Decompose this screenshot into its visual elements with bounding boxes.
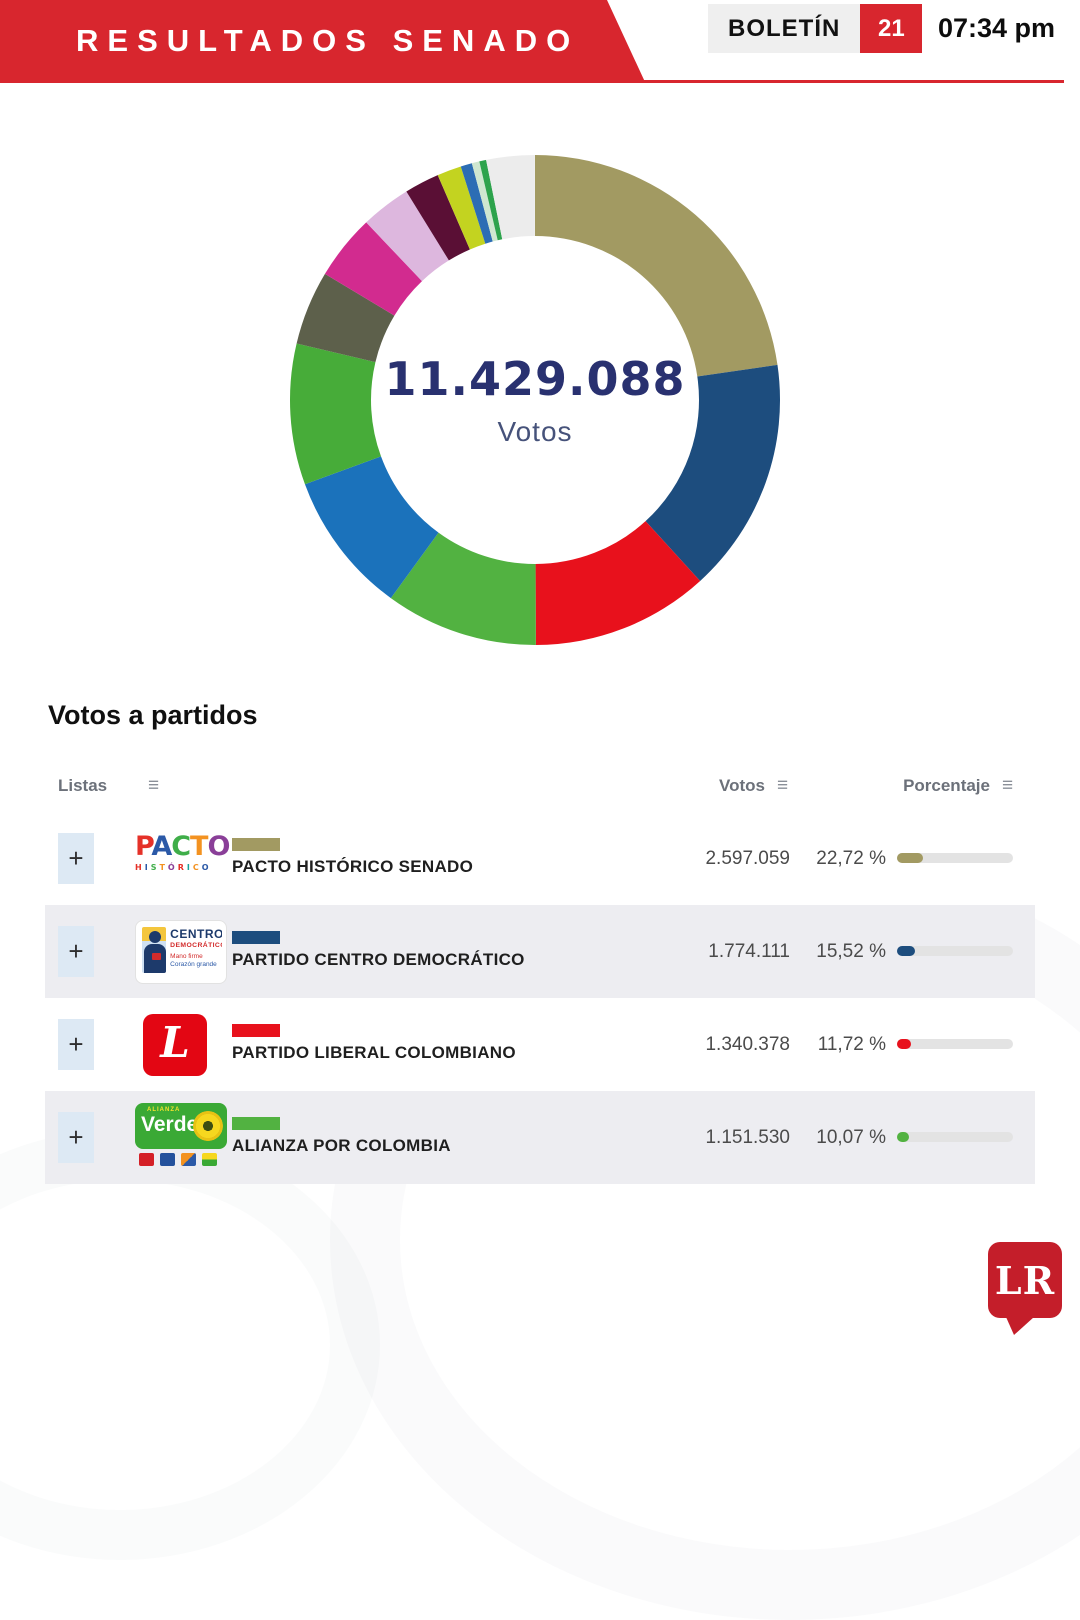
- donut-segment[interactable]: [535, 521, 701, 645]
- donut-segment[interactable]: [437, 166, 486, 250]
- party-color-swatch: [232, 1117, 280, 1130]
- centro-logo-line2: DEMOCRÁTICO: [170, 942, 222, 949]
- donut-segment[interactable]: [406, 175, 470, 261]
- pacto-logo-subtext: HISTÓRICO: [135, 863, 212, 872]
- sort-icon[interactable]: ≡: [777, 775, 789, 796]
- progress-fill: [897, 1132, 909, 1142]
- page-title: RESULTADOS SENADO: [76, 23, 580, 58]
- bulletin-label: BOLETÍN: [708, 4, 861, 53]
- votes-value: 1.151.530: [705, 1127, 790, 1148]
- sort-icon[interactable]: ≡: [1002, 775, 1014, 796]
- party-color-swatch: [232, 838, 280, 851]
- table-row: + L PARTIDO LIBERAL COLOMBIANO 1.340.378…: [45, 998, 1035, 1091]
- header-banner: [0, 0, 645, 82]
- progress-fill: [897, 1039, 911, 1049]
- percentage-value: 22,72 %: [816, 848, 886, 869]
- expand-row-button[interactable]: +: [58, 833, 94, 884]
- verde-logo-subtext: ALIANZA: [147, 1107, 181, 1113]
- donut-segment[interactable]: [535, 155, 778, 377]
- progress-bar: [897, 946, 1013, 956]
- background-watermark-circle: [0, 1130, 380, 1560]
- percentage-value: 15,52 %: [816, 941, 886, 962]
- donut-segment[interactable]: [460, 163, 493, 244]
- table-row: + PACTO HISTÓRICO PACTO HISTÓRICO SENADO…: [45, 812, 1035, 905]
- votes-donut-chart[interactable]: [285, 150, 785, 650]
- party-logo-liberal: L: [135, 1012, 231, 1078]
- sort-icon[interactable]: ≡: [148, 775, 160, 796]
- donut-segment[interactable]: [471, 161, 498, 242]
- table-row: + CENTRO DEMOCRÁTICO Mano firme Corazón …: [45, 905, 1035, 998]
- column-header-porcentaje[interactable]: Porcentaje: [903, 776, 990, 795]
- percentage-value: 11,72 %: [817, 1034, 886, 1055]
- lr-brand-logo: LR: [988, 1242, 1062, 1335]
- header-divider: [0, 80, 1064, 83]
- progress-bar: [897, 1132, 1013, 1142]
- column-header-listas[interactable]: Listas: [58, 776, 108, 795]
- donut-segment[interactable]: [645, 364, 781, 581]
- liberal-l-icon: L: [143, 1014, 207, 1076]
- progress-bar: [897, 1039, 1013, 1049]
- party-logo-alianza-verde: ALIANZA Verde: [135, 1103, 231, 1169]
- party-name: PARTIDO LIBERAL COLOMBIANO: [232, 1043, 516, 1062]
- expand-row-button[interactable]: +: [58, 1019, 94, 1070]
- party-logo-centro-democratico: CENTRO DEMOCRÁTICO Mano firme Corazón gr…: [135, 920, 227, 984]
- bulletin-chip: BOLETÍN 21: [708, 4, 923, 53]
- results-table: + PACTO HISTÓRICO PACTO HISTÓRICO SENADO…: [45, 812, 1035, 1184]
- donut-segment[interactable]: [296, 273, 395, 363]
- report-time: 07:34 pm: [938, 13, 1056, 43]
- progress-fill: [897, 946, 915, 956]
- donut-segment[interactable]: [479, 159, 503, 241]
- votes-value: 2.597.059: [705, 848, 790, 869]
- table-row: + ALIANZA Verde ALIANZA POR COLOMBIA 1.1…: [45, 1091, 1035, 1184]
- party-color-swatch: [232, 1024, 280, 1037]
- party-name: PACTO HISTÓRICO SENADO: [232, 857, 474, 876]
- party-name: PARTIDO CENTRO DEMOCRÁTICO: [232, 950, 525, 969]
- table-header: Listas ≡ Votos ≡ Porcentaje ≡: [45, 772, 1035, 800]
- party-name: ALIANZA POR COLOMBIA: [232, 1136, 451, 1155]
- donut-segment[interactable]: [324, 222, 423, 316]
- donut-segment[interactable]: [304, 456, 439, 599]
- donut-segment[interactable]: [390, 532, 536, 646]
- centro-logo-line1: CENTRO: [170, 927, 222, 941]
- centro-logo-line4: Corazón grande: [170, 961, 217, 968]
- pacto-logo-wordmark: PACTO: [135, 831, 230, 862]
- sunflower-icon: [193, 1111, 223, 1141]
- party-logo-pacto-historico: PACTO HISTÓRICO: [135, 826, 231, 892]
- progress-fill: [897, 853, 924, 863]
- expand-row-button[interactable]: +: [58, 926, 94, 977]
- coalition-mini-logos: [135, 1153, 231, 1166]
- table-title: Votos a partidos: [48, 700, 258, 730]
- donut-segment[interactable]: [289, 343, 382, 485]
- donut-segment[interactable]: [366, 191, 449, 282]
- bulletin-number-badge: 21: [860, 4, 923, 53]
- votes-value: 1.340.378: [705, 1034, 790, 1055]
- party-color-swatch: [232, 931, 280, 944]
- donut-svg[interactable]: [285, 150, 785, 650]
- person-silhouette-icon: [142, 927, 167, 973]
- centro-logo-line3: Mano firme: [170, 953, 203, 960]
- expand-row-button[interactable]: +: [58, 1112, 94, 1163]
- percentage-value: 10,07 %: [816, 1127, 886, 1148]
- column-header-votos[interactable]: Votos: [719, 776, 765, 795]
- votes-value: 1.774.111: [708, 941, 790, 962]
- verde-logo-wordmark: Verde: [141, 1113, 199, 1136]
- donut-segment[interactable]: [486, 155, 535, 240]
- progress-bar: [897, 853, 1013, 863]
